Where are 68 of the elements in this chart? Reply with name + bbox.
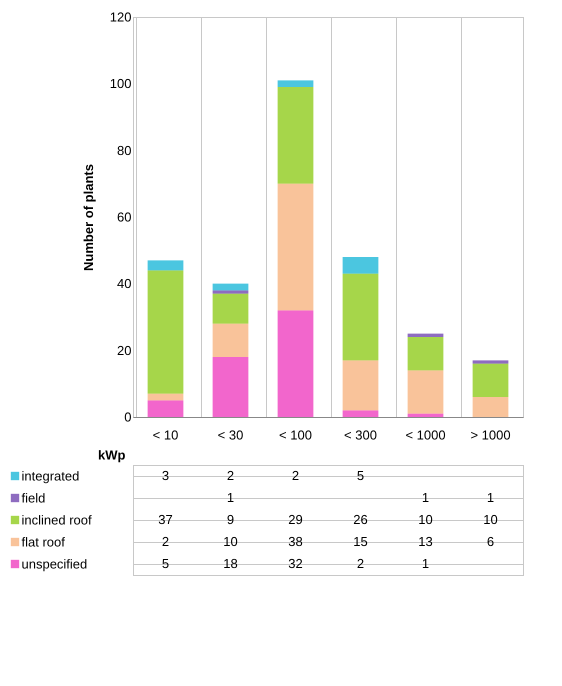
x-tick-label: < 100 (279, 428, 312, 442)
y-tick-label: 80 (117, 142, 132, 158)
bar (342, 410, 378, 417)
legend-label: field (22, 490, 46, 506)
data-label: 2 (162, 534, 170, 549)
bar (148, 260, 184, 270)
bar (472, 397, 508, 417)
y-tick-label: 120 (110, 10, 132, 24)
bar (278, 87, 314, 184)
x-tick-label: < 1000 (405, 428, 446, 442)
data-label: 10 (483, 512, 498, 527)
data-label: 5 (356, 468, 364, 483)
x-tick-label: < 300 (344, 428, 377, 442)
data-label: 1 (226, 490, 234, 505)
data-label: 6 (486, 534, 494, 549)
x-axis-title: kWp (98, 448, 126, 462)
y-tick-label: 40 (117, 276, 132, 292)
y-axis-title: Number of plants (80, 164, 96, 271)
data-label: 37 (158, 512, 173, 527)
data-label: 10 (418, 512, 433, 527)
bar (148, 394, 184, 400)
bar (408, 337, 444, 370)
data-label: 18 (223, 556, 238, 571)
data-label: 26 (353, 512, 368, 527)
bar (408, 370, 444, 414)
bar (342, 257, 378, 274)
data-label: 38 (288, 534, 303, 549)
data-label: 3 (162, 468, 170, 483)
x-tick-label: > 1000 (470, 428, 511, 442)
y-tick-label: 20 (117, 342, 132, 358)
data-label: 29 (288, 512, 303, 527)
bar (342, 274, 378, 360)
bar (342, 360, 378, 410)
data-label: 15 (353, 534, 368, 549)
data-label: 9 (226, 512, 234, 527)
bar (212, 357, 248, 417)
bar (278, 310, 314, 417)
bar (472, 360, 508, 364)
bar (212, 294, 248, 324)
data-label: 2 (356, 556, 364, 571)
data-label: 1 (422, 490, 430, 505)
legend-label: inclined roof (22, 512, 92, 528)
data-label: 2 (226, 468, 234, 483)
data-label: 5 (162, 556, 170, 571)
bar (278, 80, 314, 87)
y-tick-label: 0 (124, 410, 132, 424)
bar (148, 400, 184, 417)
data-label: 32 (288, 556, 303, 571)
data-label: 13 (418, 534, 433, 549)
data-label: 1 (486, 490, 494, 505)
legend-label: flat roof (22, 534, 66, 550)
data-label: 1 (422, 556, 430, 571)
bar (278, 184, 314, 310)
bar (212, 284, 248, 290)
legend-label: unspecified (22, 556, 88, 572)
bar (148, 270, 184, 394)
bar (212, 324, 248, 357)
bar (472, 364, 508, 397)
data-label: 2 (292, 468, 300, 483)
x-tick-label: < 30 (218, 428, 244, 442)
bar (212, 290, 248, 294)
data-label: 10 (223, 534, 238, 549)
y-tick-label: 100 (110, 76, 132, 92)
bar (408, 334, 444, 337)
legend-label: integrated (22, 468, 80, 484)
y-tick-label: 60 (117, 210, 132, 224)
x-tick-label: < 10 (152, 428, 178, 442)
bar (408, 414, 444, 417)
